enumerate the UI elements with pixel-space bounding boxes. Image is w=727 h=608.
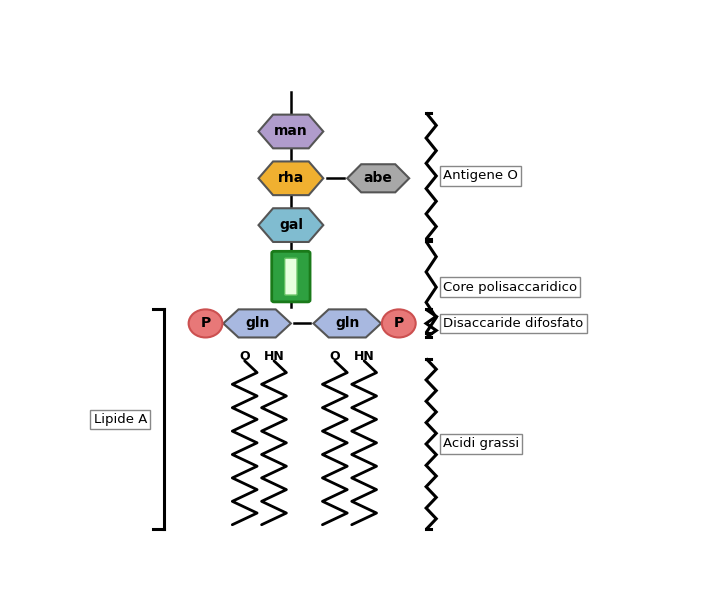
FancyBboxPatch shape [285, 258, 297, 295]
Text: Lipide A: Lipide A [94, 413, 147, 426]
FancyBboxPatch shape [272, 251, 310, 302]
Polygon shape [223, 309, 291, 337]
Circle shape [188, 309, 222, 337]
Text: O: O [239, 350, 250, 363]
Polygon shape [313, 309, 381, 337]
Text: HN: HN [354, 350, 374, 363]
Polygon shape [259, 209, 324, 242]
Text: abe: abe [364, 171, 393, 185]
Polygon shape [348, 164, 409, 192]
Text: gal: gal [279, 218, 303, 232]
Polygon shape [259, 115, 324, 148]
Text: Core polisaccaridico: Core polisaccaridico [443, 281, 577, 294]
Text: Antigene O: Antigene O [443, 170, 518, 182]
Text: Acidi grassi: Acidi grassi [443, 438, 519, 451]
Text: gln: gln [335, 316, 359, 330]
Text: rha: rha [278, 171, 304, 185]
Text: gln: gln [245, 316, 269, 330]
Polygon shape [259, 162, 324, 195]
Text: P: P [393, 316, 404, 330]
Text: HN: HN [264, 350, 284, 363]
Circle shape [382, 309, 416, 337]
Text: P: P [201, 316, 211, 330]
Text: man: man [274, 125, 308, 139]
Text: Disaccaride difosfato: Disaccaride difosfato [443, 317, 583, 330]
Text: O: O [329, 350, 340, 363]
